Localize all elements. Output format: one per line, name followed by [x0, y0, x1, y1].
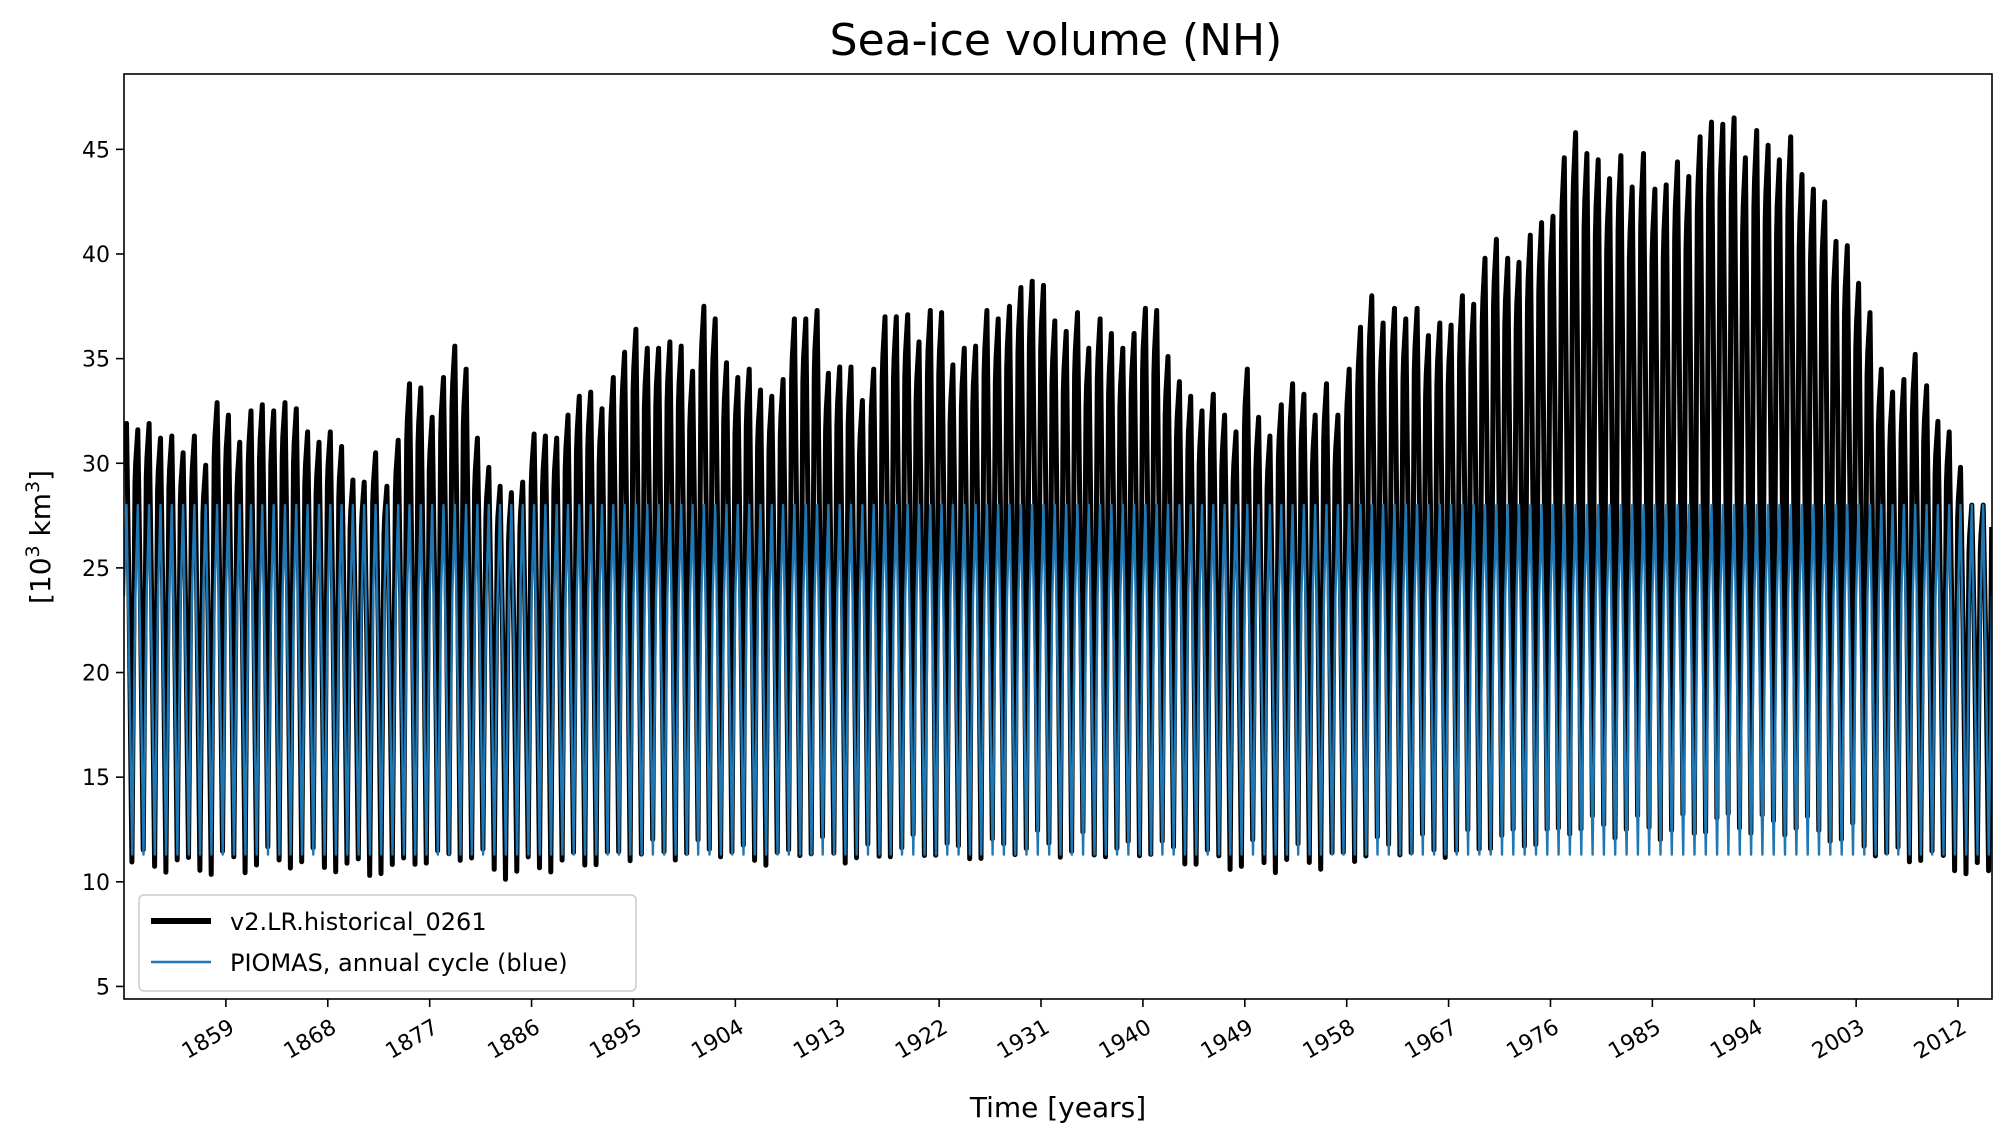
y-axis-label-superscript: 3: [22, 545, 44, 557]
y-axis-label: [103 km3]: [22, 470, 57, 604]
y-tick-label: 40: [82, 243, 110, 268]
y-tick-label: 30: [82, 452, 110, 477]
y-tick-label: 5: [96, 975, 110, 1000]
x-axis-label: Time [years]: [969, 1091, 1146, 1124]
y-axis-label-unit: km: [24, 493, 57, 545]
series-line-piomas: [124, 503, 1992, 856]
chart-title: Sea-ice volume (NH): [830, 15, 1283, 66]
y-axis-label-main: [10: [24, 557, 57, 604]
legend-label-piomas: PIOMAS, annual cycle (blue): [230, 949, 568, 977]
legend-box: [138, 894, 637, 992]
y-tick-label: 35: [82, 348, 110, 373]
plot-frame: [123, 73, 1993, 1000]
y-tick-label: 20: [82, 662, 110, 687]
legend: v2.LR.historical_0261 PIOMAS, annual cyc…: [138, 894, 637, 992]
series-layer: [124, 115, 1992, 882]
y-axis-label-close: ]: [24, 470, 57, 481]
y-axis: 5 10 15 20 25 30 35 40 45: [82, 138, 124, 1000]
y-axis-label-unit-superscript: 3: [22, 481, 44, 493]
y-tick-label: 45: [82, 138, 110, 163]
legend-label-model: v2.LR.historical_0261: [230, 908, 487, 936]
y-tick-label: 15: [82, 766, 110, 791]
y-tick-label: 25: [82, 557, 110, 582]
y-tick-label: 10: [82, 871, 110, 896]
